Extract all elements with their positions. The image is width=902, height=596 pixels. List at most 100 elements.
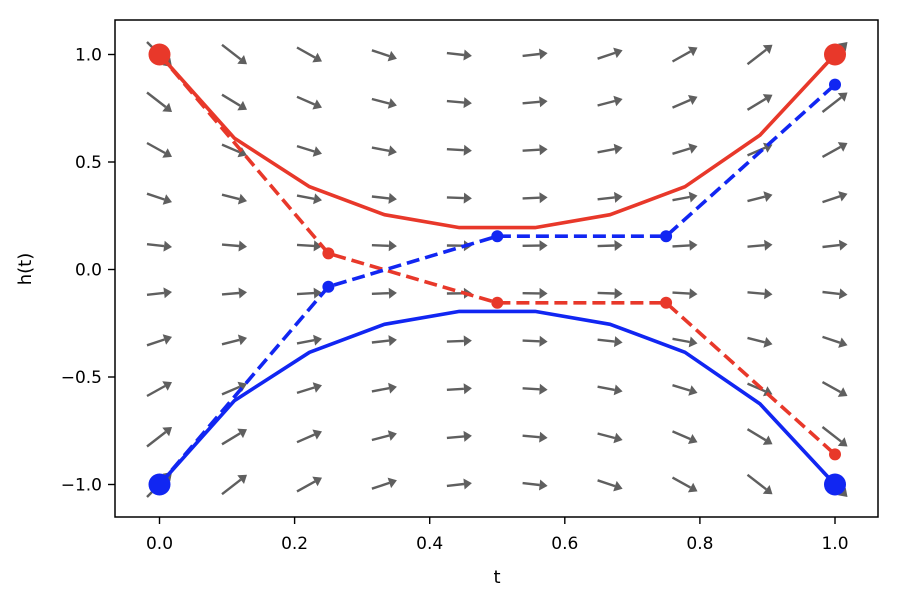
field-arrow-shaft	[221, 478, 242, 496]
field-arrow	[672, 384, 698, 396]
field-arrow-head	[614, 191, 623, 203]
field-arrow-shaft	[146, 338, 165, 347]
field-arrow	[522, 240, 548, 252]
field-arrow-shaft	[371, 434, 390, 442]
field-arrow-shaft	[296, 339, 315, 345]
field-arrow	[822, 288, 848, 300]
field-arrow	[597, 191, 623, 203]
field-arrow-head	[388, 335, 397, 347]
field-arrow-head	[313, 193, 322, 205]
field-arrow-shaft	[371, 195, 390, 200]
series-blue-solid-marker	[824, 473, 846, 496]
field-arrow-shaft	[296, 144, 315, 153]
field-arrow	[371, 382, 397, 394]
field-arrow-head	[387, 477, 397, 489]
field-arrow-head	[613, 95, 623, 107]
field-arrow-shaft	[746, 473, 767, 491]
field-arrow	[296, 240, 322, 252]
field-arrow	[746, 428, 773, 445]
field-arrow	[747, 239, 773, 251]
field-arrow	[296, 144, 322, 157]
field-arrow	[821, 381, 848, 397]
field-arrow-head	[539, 240, 548, 252]
field-arrow-shaft	[822, 195, 841, 204]
series-blue-dashed-marker	[322, 280, 335, 293]
field-arrow-shaft	[296, 480, 316, 493]
field-arrow-head	[689, 239, 698, 251]
series-blue-solid-marker	[148, 473, 171, 496]
field-arrow-head	[312, 146, 322, 157]
field-arrow	[371, 192, 397, 204]
field-arrow-shaft	[672, 337, 690, 344]
field-arrow-shaft	[221, 93, 241, 107]
field-arrow	[371, 240, 397, 252]
field-arrow-head	[312, 52, 322, 63]
field-arrow-shaft	[296, 194, 315, 200]
field-arrow-shaft	[522, 148, 540, 152]
field-arrow-head	[838, 191, 848, 202]
field-arrow	[221, 240, 247, 252]
field-arrow-head	[162, 334, 172, 345]
field-arrow	[746, 473, 773, 495]
field-arrow-head	[837, 142, 848, 152]
field-arrow-head	[613, 143, 623, 155]
field-arrow	[296, 287, 322, 299]
field-arrow-shaft	[371, 244, 389, 247]
field-arrow	[821, 426, 848, 447]
field-arrow-shaft	[747, 195, 766, 203]
field-arrow-head	[838, 337, 848, 348]
field-arrow-head	[613, 480, 623, 492]
field-arrow	[221, 474, 247, 496]
y-tick-label: −1.0	[61, 476, 102, 496]
field-arrow-head	[762, 44, 773, 54]
field-arrow	[522, 287, 548, 299]
series-red-solid-line	[158, 53, 837, 230]
field-arrow	[522, 144, 548, 156]
field-arrow	[672, 430, 698, 444]
field-arrow-head	[387, 98, 397, 109]
field-arrow-head	[312, 382, 322, 393]
field-arrow-shaft	[522, 387, 540, 391]
field-arrow-shaft	[672, 195, 690, 202]
field-arrow-head	[313, 287, 322, 299]
series-blue-solid-line	[158, 309, 837, 486]
series-red-solid-marker	[824, 43, 846, 66]
field-arrow-head	[688, 143, 698, 154]
field-arrow	[371, 49, 397, 62]
field-arrow-shaft	[822, 243, 840, 249]
field-arrow-shaft	[821, 426, 842, 443]
series-red-dashed-marker	[660, 296, 673, 309]
field-arrow-shaft	[671, 50, 692, 63]
field-arrow-head	[688, 191, 698, 203]
field-arrow-head	[237, 55, 247, 65]
field-arrow-shaft	[747, 336, 766, 344]
field-arrow-shaft	[221, 193, 240, 201]
field-arrow-shaft	[522, 339, 540, 343]
field-arrow-shaft	[597, 432, 616, 440]
field-arrow-head	[463, 192, 472, 204]
field-arrow-shaft	[672, 430, 691, 441]
field-arrow-shaft	[296, 386, 315, 395]
field-arrow	[446, 192, 472, 204]
x-tick-label: 0.0	[146, 534, 173, 554]
field-arrow-head	[388, 382, 397, 394]
field-arrow-shaft	[597, 338, 615, 343]
field-arrow-shaft	[671, 476, 692, 489]
field-arrow	[672, 336, 698, 348]
field-arrow	[746, 94, 773, 111]
field-arrow-shaft	[221, 43, 242, 61]
axes: 0.0 0.2 0.4 0.6 0.8 1.0 −1.0 −0.5 0.0 0.5 1.0	[61, 19, 879, 554]
field-arrow-shaft	[522, 100, 540, 105]
field-arrow	[672, 95, 698, 109]
field-arrow-shaft	[822, 290, 840, 296]
field-arrow	[446, 430, 472, 442]
field-arrow-shaft	[371, 339, 390, 344]
field-arrow	[446, 335, 472, 347]
field-arrow-shaft	[672, 98, 691, 109]
field-arrow	[296, 429, 322, 444]
x-tick-label: 0.4	[416, 534, 443, 554]
field-arrow-head	[463, 49, 472, 61]
field-arrow-head	[614, 240, 623, 251]
field-arrow-shaft	[296, 46, 316, 59]
